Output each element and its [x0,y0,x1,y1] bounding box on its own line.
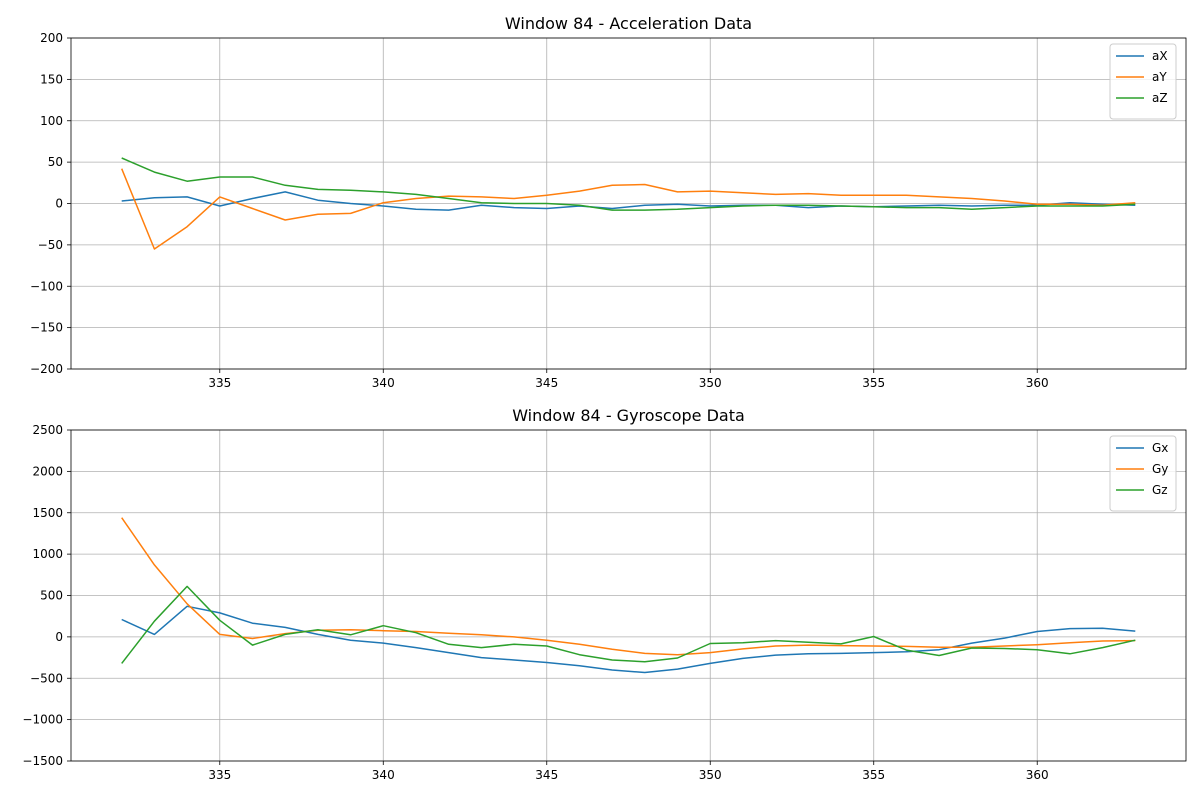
gyroscope-x-tick-label: 335 [208,768,231,782]
acceleration-x-tick-label: 340 [372,376,395,390]
gyroscope-chart-title: Window 84 - Gyroscope Data [512,406,745,425]
gyroscope-legend-label-gz: Gz [1152,483,1168,497]
acceleration-y-tick-label: 100 [40,114,63,128]
acceleration-legend-box [1109,43,1177,120]
gyroscope-y-tick-label: 2500 [32,423,63,437]
gyroscope-y-tick-label: 1500 [32,506,63,520]
acceleration-plot-frame [70,37,1187,370]
acceleration-y-tick-label: 150 [40,72,63,86]
acceleration-y-tick-label: −150 [30,321,63,335]
gyroscope-plot-frame [70,429,1187,762]
acceleration-y-tick-label: −50 [38,238,63,252]
gyroscope-legend-box [1109,435,1177,512]
acceleration-x-tick-label: 345 [535,376,558,390]
gyroscope-x-tick-label: 340 [372,768,395,782]
acceleration-series-ay-line [121,168,1136,250]
acceleration-x-tick-label: 360 [1026,376,1049,390]
acceleration-x-tick-label: 355 [862,376,885,390]
acceleration-y-tick-label: 200 [40,31,63,45]
gyroscope-legend: Gx Gy Gz [1109,435,1177,512]
acceleration-x-tick-label: 335 [208,376,231,390]
gyroscope-x-tick-label: 345 [535,768,558,782]
gyroscope-y-tick-label: 2000 [32,464,63,478]
acceleration-series-ax-line [121,191,1136,211]
gyroscope-y-tick-label: 500 [40,589,63,603]
acceleration-series-az-line [121,157,1136,211]
acceleration-chart-title: Window 84 - Acceleration Data [505,14,752,33]
acceleration-y-tick-label: −200 [30,362,63,376]
gyroscope-y-tick-label: 1000 [32,547,63,561]
gyroscope-y-tick-label: −1000 [22,713,63,727]
acceleration-chart: Window 84 - Acceleration Data 335 340 345 35… [30,14,1187,390]
acceleration-legend-label-ax: aX [1152,49,1168,63]
gyroscope-y-tick-label: 0 [55,630,63,644]
gyroscope-chart: Window 84 - Gyroscope Data 335 340 345 350 35… [22,406,1187,782]
gyroscope-legend-label-gy: Gy [1152,462,1168,476]
gyroscope-series-gx-line [121,605,1136,674]
gyroscope-series-gz-line [121,585,1136,664]
acceleration-y-tick-label: 50 [48,155,63,169]
gyroscope-x-tick-label: 360 [1026,768,1049,782]
gyroscope-legend-label-gx: Gx [1152,441,1168,455]
acceleration-legend-label-az: aZ [1152,91,1168,105]
gyroscope-y-tick-label: −1500 [22,754,63,768]
acceleration-y-tick-label: −100 [30,279,63,293]
acceleration-y-tick-label: 0 [55,197,63,211]
acceleration-x-tick-label: 350 [699,376,722,390]
acceleration-legend-label-ay: aY [1152,70,1167,84]
gyroscope-series-gy-line [121,517,1136,656]
gyroscope-x-tick-label: 355 [862,768,885,782]
gyroscope-x-tick-label: 350 [699,768,722,782]
acceleration-legend: aX aY aZ [1109,43,1177,120]
gyroscope-y-tick-label: −500 [30,671,63,685]
